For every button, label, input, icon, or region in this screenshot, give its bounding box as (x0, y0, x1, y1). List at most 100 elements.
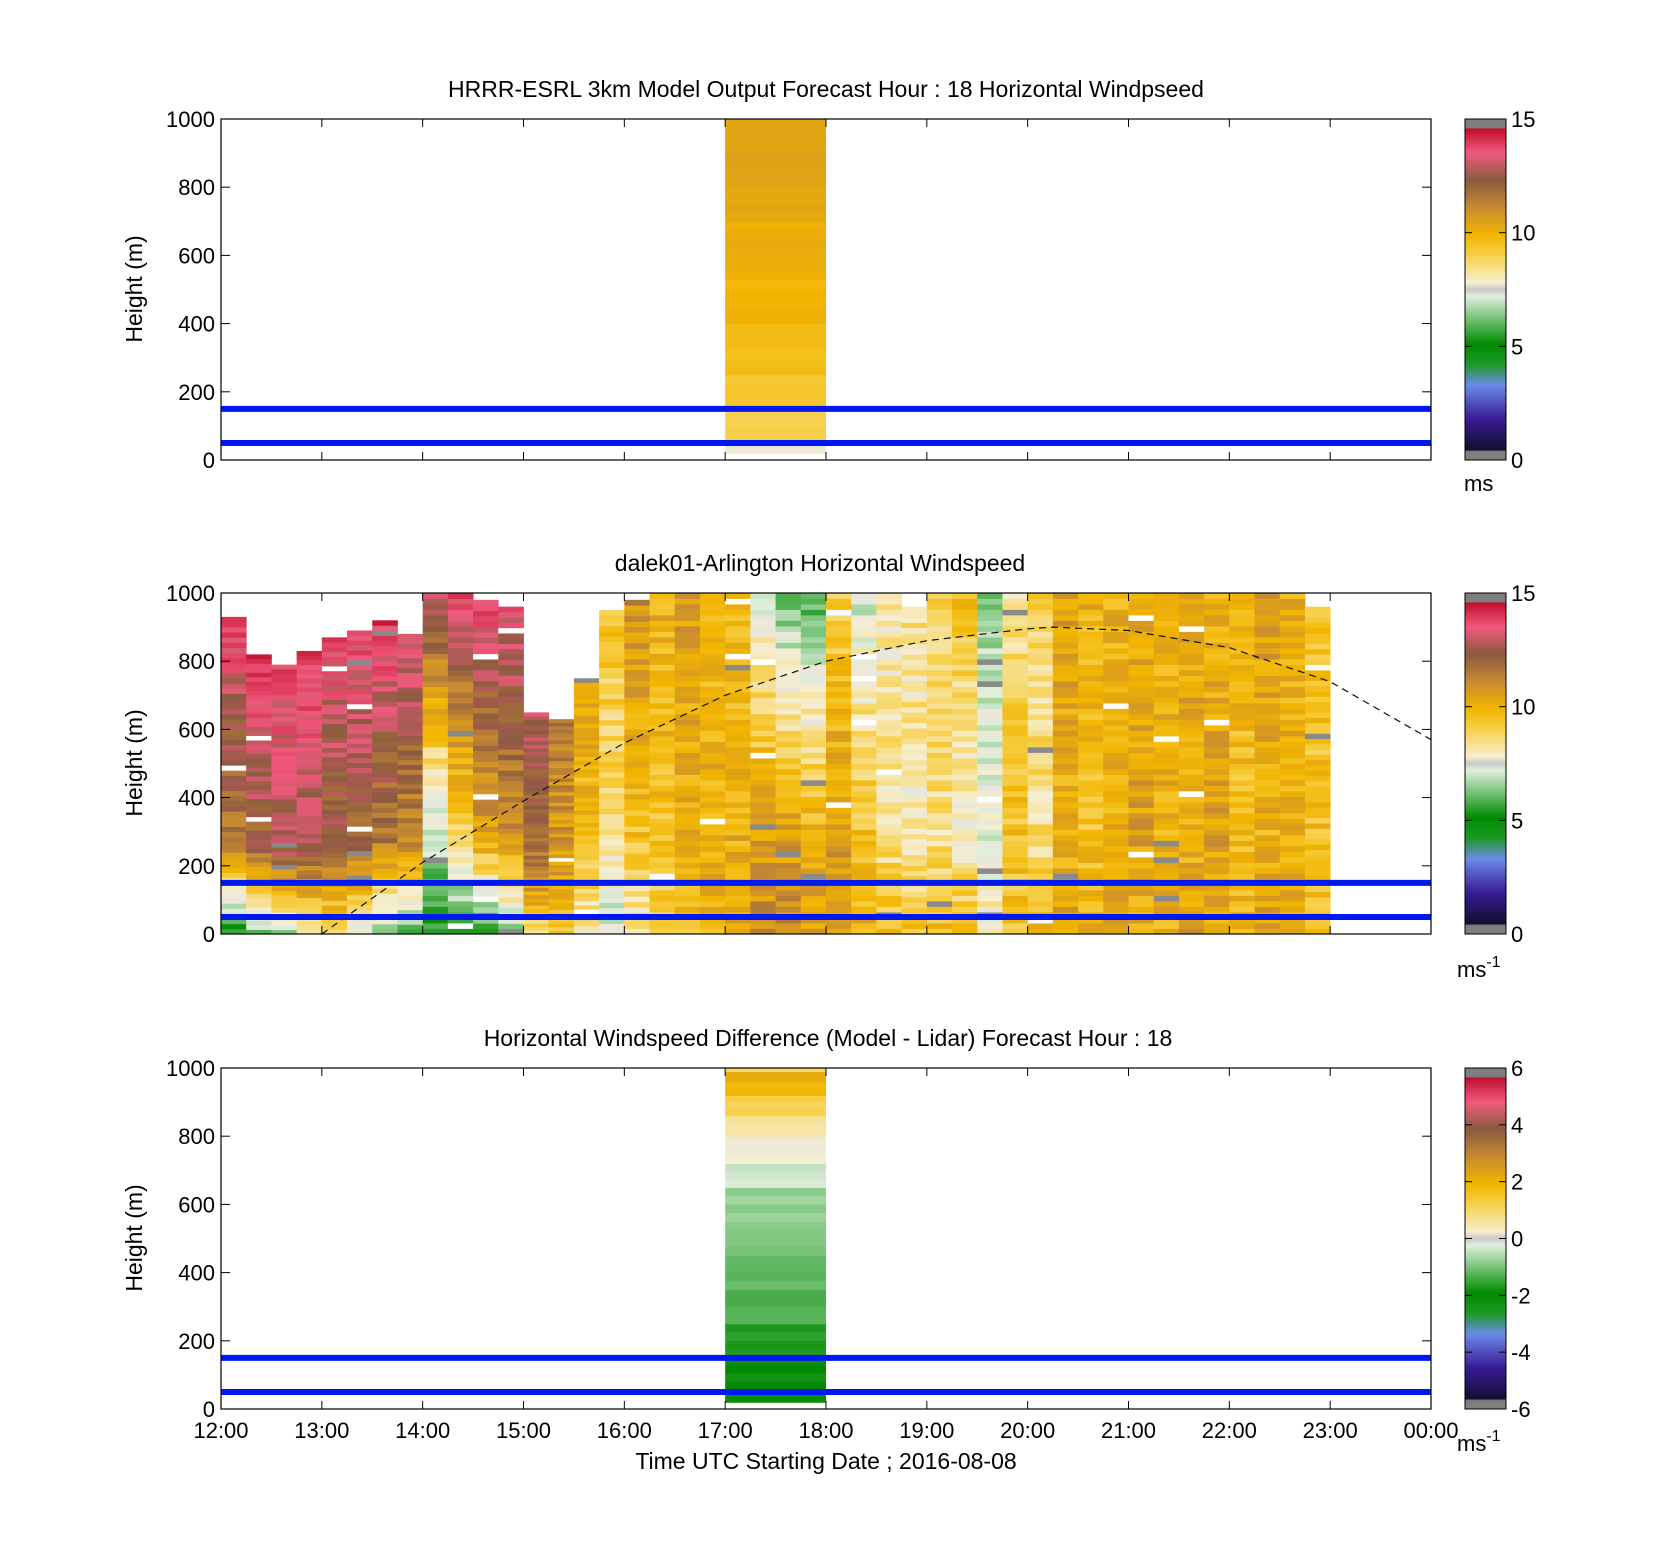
heatmap-cell (422, 928, 449, 934)
heatmap-cell (1279, 736, 1306, 742)
heatmap-cell (1128, 593, 1155, 599)
heatmap-cell (952, 598, 978, 605)
panel-1-colorbar-bar (1464, 118, 1507, 461)
heatmap-cell (372, 716, 398, 722)
heatmap-cell (725, 890, 751, 896)
heatmap-cell (1279, 670, 1306, 676)
heatmap-cell (1002, 846, 1029, 852)
heatmap-cell (397, 813, 424, 819)
heatmap-cell (699, 692, 726, 698)
heatmap-cell (901, 844, 928, 850)
x-axis-label: Time UTC Starting Date ; 2016-08-08 (635, 1448, 1016, 1474)
heatmap-cell (221, 647, 247, 654)
heatmap-cell (246, 771, 272, 777)
heatmap-cell (321, 656, 348, 662)
heatmap-cell (826, 675, 852, 682)
heatmap-cell (1153, 835, 1180, 841)
heatmap-cell (750, 802, 776, 808)
heatmap-cell (926, 736, 953, 742)
heatmap-cell (1229, 653, 1255, 660)
heatmap-cell (1178, 829, 1205, 836)
heatmap-cell (725, 697, 751, 704)
heatmap-cell (1002, 813, 1029, 819)
heatmap-cell (851, 785, 877, 792)
heatmap-cell (1254, 840, 1281, 847)
heatmap-cell (1254, 741, 1281, 748)
heatmap-cell (548, 819, 575, 824)
heatmap-cell (1078, 631, 1104, 638)
heatmap-cell (1178, 681, 1205, 687)
heatmap-cell (1229, 659, 1255, 665)
heatmap-cell (926, 802, 953, 808)
heatmap-cell (699, 648, 726, 654)
heatmap-cell (296, 724, 323, 729)
heatmap-cell (851, 796, 877, 803)
heatmap-cell (221, 627, 247, 633)
heatmap-cell (599, 725, 625, 731)
heatmap-cell (599, 657, 625, 663)
heatmap-cell (876, 675, 903, 682)
heatmap-cell (1052, 780, 1079, 786)
heatmap-cell (826, 807, 852, 814)
heatmap-cell (1304, 749, 1331, 755)
heatmap-cell (1052, 895, 1079, 902)
heatmap-cell (321, 742, 348, 748)
heatmap-cell (523, 737, 550, 742)
heatmap-cell (775, 928, 802, 934)
heatmap-cell (1229, 637, 1255, 643)
heatmap-cell (422, 774, 449, 781)
heatmap-cell (1204, 851, 1230, 858)
heatmap-cell (447, 648, 474, 654)
heatmap-cell (624, 907, 650, 913)
heatmap-cell (901, 796, 928, 803)
heatmap-cell (1002, 703, 1029, 709)
heatmap-cell (372, 853, 398, 859)
heatmap-cell (1178, 791, 1205, 797)
heatmap-cell (1002, 653, 1029, 660)
heatmap-cell (725, 357, 826, 367)
heatmap-cell (548, 743, 575, 748)
heatmap-cell (1078, 620, 1104, 627)
heatmap-cell (1229, 829, 1255, 836)
heatmap-cell (1279, 730, 1306, 737)
heatmap-cell (1153, 670, 1180, 676)
heatmap-cell (775, 631, 802, 638)
heatmap-cell (800, 598, 827, 605)
heatmap-cell (1304, 765, 1331, 771)
heatmap-cell (498, 717, 524, 724)
heatmap-cell (926, 917, 953, 924)
heatmap-cell (1052, 923, 1079, 929)
heatmap-cell (851, 818, 877, 825)
heatmap-cell (1128, 884, 1155, 891)
heatmap-cell (1304, 611, 1331, 618)
heatmap-cell (1153, 675, 1180, 682)
heatmap-cell (473, 847, 499, 854)
heatmap-cell (473, 702, 499, 709)
heatmap-cell (649, 868, 676, 874)
heatmap-cell (750, 763, 776, 770)
heatmap-cell (372, 721, 398, 727)
heatmap-cell (246, 866, 272, 872)
heatmap-cell (573, 797, 600, 803)
heatmap-cell (674, 785, 701, 792)
heatmap-cell (624, 675, 650, 682)
heatmap-cell (1103, 604, 1129, 610)
heatmap-cell (221, 760, 247, 766)
heatmap-cell (397, 677, 424, 683)
heatmap-cell (599, 698, 625, 705)
heatmap-cell (800, 692, 827, 698)
heatmap-cell (1178, 604, 1205, 610)
heatmap-cell (473, 874, 499, 881)
heatmap-cell (1254, 725, 1281, 731)
heatmap-cell (826, 890, 852, 896)
heatmap-cell (221, 616, 247, 623)
heatmap-cell (347, 929, 373, 934)
heatmap-cell (725, 1145, 826, 1155)
heatmap-cell (1304, 786, 1331, 792)
heatmap-cell (800, 791, 827, 797)
heatmap-cell (725, 631, 751, 638)
heatmap-cell (573, 760, 600, 766)
x-tick-label: 21:00 (1101, 1418, 1156, 1443)
heatmap-cell (1279, 824, 1306, 830)
heatmap-cell (548, 923, 575, 928)
